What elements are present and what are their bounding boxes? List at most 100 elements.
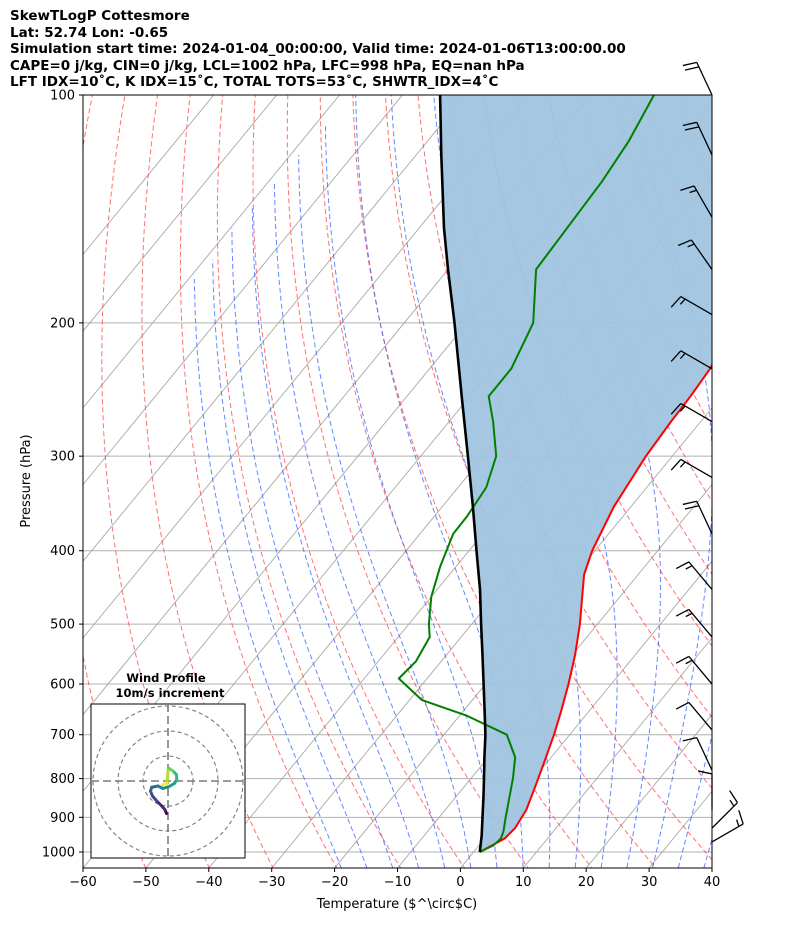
wind-barb-half-flag bbox=[685, 659, 693, 665]
wind-barb-flag bbox=[682, 121, 697, 127]
wind-barb-flag bbox=[684, 66, 700, 71]
isotherm-line bbox=[711, 867, 712, 868]
moist-adiabat bbox=[273, 181, 446, 868]
wind-barb-flag bbox=[670, 350, 682, 362]
x-tick-label: −40 bbox=[195, 875, 222, 890]
wind-barb-flag bbox=[670, 403, 682, 415]
wind-barb-half-flag bbox=[685, 612, 693, 618]
dry-adiabat bbox=[216, 95, 402, 868]
isotherm-line bbox=[83, 95, 466, 562]
wind-barb bbox=[675, 655, 713, 685]
hodograph-segment bbox=[161, 782, 169, 787]
dry-adiabat bbox=[141, 95, 274, 868]
wind-barb-staff bbox=[680, 402, 713, 423]
moist-adiabat bbox=[725, 95, 794, 883]
isotherm-line bbox=[762, 60, 794, 883]
y-tick-label: 800 bbox=[50, 772, 75, 787]
hodograph-title: Wind Profile bbox=[126, 671, 206, 685]
wind-barb-half-flag bbox=[689, 189, 697, 194]
isotherm-line bbox=[522, 637, 712, 868]
wind-barb-half-flag bbox=[687, 243, 695, 248]
x-tick-label: 30 bbox=[641, 875, 658, 890]
wind-barb bbox=[682, 737, 713, 771]
wind-barb bbox=[697, 770, 713, 810]
wind-barb-flag bbox=[675, 561, 690, 570]
moist-adiabat bbox=[212, 259, 368, 868]
hodograph-subtitle: 10m/s increment bbox=[116, 686, 225, 700]
stability-indices-1: CAPE=0 j/kg, CIN=0 j/kg, LCL=1002 hPa, L… bbox=[10, 57, 525, 74]
x-axis-label: Temperature ($^\circ$C) bbox=[316, 897, 477, 912]
wind-barb-flag bbox=[680, 185, 695, 191]
isotherm-line bbox=[459, 560, 712, 868]
x-tick-label: 10 bbox=[515, 875, 532, 890]
wind-barb bbox=[711, 790, 739, 829]
wind-barb-flag bbox=[682, 61, 697, 67]
wind-barb-flag bbox=[684, 505, 700, 510]
wind-barb-half-flag bbox=[679, 298, 686, 305]
y-axis-label: Pressure (hPa) bbox=[19, 434, 34, 527]
wind-barb-half-flag bbox=[736, 819, 740, 827]
y-tick-label: 400 bbox=[50, 544, 75, 559]
wind-barb bbox=[682, 500, 713, 535]
moist-adiabat bbox=[193, 278, 342, 868]
wind-barb bbox=[670, 402, 713, 423]
station-coordinates: Lat: 52.74 Lon: -0.65 bbox=[10, 24, 169, 41]
x-tick-label: −10 bbox=[384, 875, 411, 890]
dry-adiabat bbox=[252, 95, 466, 868]
x-tick-label: −20 bbox=[321, 875, 348, 890]
y-tick-label: 200 bbox=[50, 316, 75, 331]
y-tick-label: 600 bbox=[50, 678, 75, 693]
wind-barb bbox=[711, 810, 744, 843]
chart-header: SkewTLogP Cottesmore Lat: 52.74 Lon: -0.… bbox=[10, 8, 626, 91]
wind-barb-staff bbox=[680, 458, 713, 478]
x-tick-label: 20 bbox=[578, 875, 595, 890]
cin-cape-shading bbox=[440, 95, 712, 852]
x-tick-label: 0 bbox=[456, 875, 464, 890]
wind-barb-flag bbox=[738, 810, 744, 825]
wind-barb-staff bbox=[696, 737, 713, 771]
isotherm-line bbox=[83, 95, 341, 409]
wind-barb-staff bbox=[688, 608, 713, 638]
moist-adiabat bbox=[231, 228, 394, 868]
wind-barb-staff bbox=[680, 350, 713, 370]
x-tick-label: −60 bbox=[69, 875, 96, 890]
y-tick-label: 300 bbox=[50, 450, 75, 465]
stability-indices-2: LFT IDX=10˚C, K IDX=15˚C, TOTAL TOTS=53˚… bbox=[10, 74, 499, 90]
y-tick-label: 1000 bbox=[42, 845, 75, 860]
moist-adiabat bbox=[628, 95, 712, 868]
temperature-profile bbox=[479, 363, 712, 853]
y-tick-label: 700 bbox=[50, 728, 75, 743]
isotherm-line bbox=[83, 95, 404, 486]
wind-barb-staff bbox=[693, 185, 713, 218]
isotherm-line bbox=[83, 95, 278, 332]
x-tick-label: −30 bbox=[258, 875, 285, 890]
wind-barb bbox=[682, 61, 713, 96]
chart-title: SkewTLogP Cottesmore bbox=[10, 8, 190, 24]
y-tick-label: 900 bbox=[50, 811, 75, 826]
wind-barb-flag bbox=[729, 790, 739, 804]
simulation-times: Simulation start time: 2024-01-04_00:00:… bbox=[10, 41, 626, 57]
dry-adiabat bbox=[384, 95, 712, 861]
x-tick-label: 40 bbox=[704, 875, 721, 890]
wind-barb bbox=[670, 458, 713, 478]
isotherm-line bbox=[334, 407, 712, 868]
dry-adiabat bbox=[319, 95, 593, 868]
wind-barb-staff bbox=[696, 500, 713, 535]
dry-adiabat bbox=[179, 95, 338, 868]
wind-barb bbox=[675, 608, 713, 638]
wind-barb-half-flag bbox=[679, 405, 686, 412]
wind-barb-staff bbox=[711, 823, 744, 843]
dry-adiabat bbox=[710, 95, 712, 100]
wind-barb-flag bbox=[677, 239, 692, 247]
dry-adiabat bbox=[731, 60, 794, 883]
moist-adiabat bbox=[325, 126, 498, 868]
wind-barb-staff bbox=[688, 561, 713, 590]
wind-barb-staff bbox=[696, 122, 713, 156]
x-tick-label: −50 bbox=[132, 875, 159, 890]
wind-barb bbox=[680, 185, 713, 218]
isotherm-line bbox=[585, 713, 712, 868]
wind-barb-half-flag bbox=[679, 352, 686, 360]
wind-barb bbox=[670, 350, 713, 370]
isotherm-line bbox=[83, 95, 215, 256]
